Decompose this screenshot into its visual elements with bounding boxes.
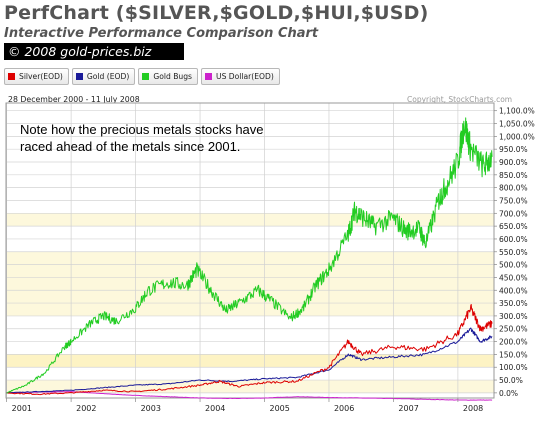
legend-label-silver: Silver(EOD) bbox=[19, 72, 63, 81]
y-tick-label: 200.0% bbox=[499, 338, 528, 347]
y-tick-label: 850.0% bbox=[499, 171, 528, 180]
legend: Silver(EOD) Gold (EOD) Gold Bugs US Doll… bbox=[4, 68, 280, 85]
y-tick-label: 550.0% bbox=[499, 248, 528, 257]
y-tick-label: 150.0% bbox=[499, 350, 528, 359]
x-tick-label: 2005 bbox=[270, 404, 290, 413]
plot-band bbox=[6, 380, 494, 393]
plot-band bbox=[6, 213, 494, 227]
silver-swatch-icon bbox=[8, 73, 15, 80]
y-tick-label: 100.0% bbox=[499, 363, 528, 372]
chart-subtitle: Interactive Performance Comparison Chart bbox=[4, 26, 319, 41]
legend-item-gold-bugs[interactable]: Gold Bugs bbox=[138, 68, 199, 85]
series-line-silver-eod bbox=[6, 304, 493, 396]
us-dollar-swatch-icon bbox=[205, 73, 213, 80]
x-tick-label: 2008 bbox=[463, 404, 483, 413]
legend-label-gold-bugs: Gold Bugs bbox=[153, 72, 193, 81]
x-tick-label: 2007 bbox=[398, 404, 418, 413]
y-tick-label: 650.0% bbox=[499, 222, 528, 231]
credit-text: Copyright, StockCharts.com bbox=[407, 95, 513, 104]
y-tick-label: 1,050.0% bbox=[499, 120, 535, 129]
legend-item-silver[interactable]: Silver(EOD) bbox=[4, 68, 69, 85]
y-tick-label: 900.0% bbox=[499, 158, 528, 167]
legend-item-gold[interactable]: Gold (EOD) bbox=[71, 68, 136, 85]
y-tick-label: 350.0% bbox=[499, 299, 528, 308]
x-tick-label: 2003 bbox=[141, 404, 161, 413]
annotation-line-1: Note how the precious metals stocks have bbox=[20, 122, 264, 137]
y-tick-label: 800.0% bbox=[499, 184, 528, 193]
y-tick-label: 1,100.0% bbox=[499, 107, 535, 116]
annotation-line-2: raced ahead of the metals since 2001. bbox=[20, 139, 240, 154]
y-tick-label: 250.0% bbox=[499, 325, 528, 334]
date-range: 28 December 2000 - 11 July 2008 bbox=[8, 95, 140, 104]
y-tick-label: 50.0% bbox=[499, 376, 523, 385]
series-line-gold-bugs bbox=[6, 117, 493, 394]
gold-bugs-swatch-icon bbox=[142, 73, 150, 80]
series-line-gold-eod bbox=[6, 327, 493, 394]
y-tick-label: 500.0% bbox=[499, 261, 528, 270]
x-tick-label: 2001 bbox=[12, 404, 32, 413]
y-tick-label: 600.0% bbox=[499, 235, 528, 244]
y-tick-label: 0.0% bbox=[499, 389, 518, 398]
x-tick-label: 2002 bbox=[76, 404, 96, 413]
series-line-us-dollar-eod bbox=[6, 391, 493, 401]
copyright-banner: © 2008 gold-prices.biz bbox=[4, 43, 184, 60]
x-tick-label: 2006 bbox=[334, 404, 354, 413]
legend-label-gold: Gold (EOD) bbox=[86, 72, 130, 81]
plot-band bbox=[6, 251, 494, 316]
legend-item-us-dollar[interactable]: US Dollar(EOD) bbox=[201, 68, 280, 85]
y-tick-label: 700.0% bbox=[499, 209, 528, 218]
y-tick-label: 1,000.0% bbox=[499, 132, 535, 141]
y-tick-label: 950.0% bbox=[499, 145, 528, 154]
chart-title: PerfChart ($SILVER,$GOLD,$HUI,$USD) bbox=[4, 2, 429, 24]
y-tick-label: 450.0% bbox=[499, 273, 528, 282]
x-tick-label: 2004 bbox=[205, 404, 225, 413]
y-tick-label: 400.0% bbox=[499, 286, 528, 295]
legend-label-us-dollar: US Dollar(EOD) bbox=[216, 72, 274, 81]
y-tick-label: 750.0% bbox=[499, 196, 528, 205]
plot-band bbox=[6, 354, 494, 368]
y-tick-label: 300.0% bbox=[499, 312, 528, 321]
gold-swatch-icon bbox=[75, 73, 83, 80]
